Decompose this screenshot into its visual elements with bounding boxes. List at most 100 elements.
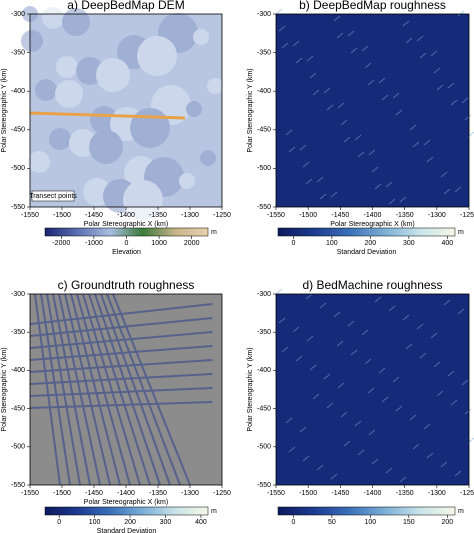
y-tick-label: -450 (11, 405, 25, 412)
ridge (278, 317, 286, 324)
blob (96, 58, 130, 92)
x-axis-label: Polar Stereographic X (km) (84, 499, 168, 506)
texture (275, 288, 474, 483)
y-tick-label: -300 (11, 11, 25, 18)
y-tick-label: -550 (257, 482, 271, 489)
colorbar-label: Standard Deviation (337, 249, 397, 256)
track (34, 293, 61, 486)
x-tick-label: -1350 (396, 212, 414, 219)
annotation-box (31, 190, 75, 202)
ridge (378, 77, 386, 84)
ridge (385, 467, 393, 474)
colorbar-tick-label: 100 (89, 519, 101, 526)
ridge (423, 423, 431, 430)
blob (55, 80, 83, 108)
colorbar-unit: m (458, 229, 464, 236)
track (70, 293, 121, 486)
ridge (295, 57, 303, 64)
track (82, 293, 141, 486)
ridge (447, 82, 455, 89)
colorbar-label: Elevation (112, 249, 141, 256)
x-tick-label: -1300 (428, 490, 446, 497)
ridge (371, 166, 379, 173)
track (29, 359, 213, 373)
ridge (288, 446, 296, 453)
ridge (450, 99, 458, 106)
ridge (464, 408, 472, 415)
y-tick-label: -450 (11, 127, 25, 134)
ridge (464, 114, 472, 121)
track (46, 293, 81, 486)
ridge (343, 136, 351, 143)
x-tick-label: -1450 (85, 212, 103, 219)
blob (42, 7, 64, 29)
ridge (371, 458, 379, 465)
blob (49, 128, 71, 150)
y-tick-label: -300 (257, 291, 271, 298)
colorbar-tick-label: 0 (125, 240, 129, 247)
ridge (368, 149, 376, 156)
ridge (292, 326, 300, 333)
ridge (392, 92, 400, 99)
blob (130, 108, 170, 148)
x-axis-label: Polar Stereographic X (km) (84, 221, 168, 228)
x-tick-label: -1500 (53, 490, 71, 497)
ridge (350, 47, 358, 54)
colorbar-tick-label: 300 (160, 519, 172, 526)
ridge (285, 129, 293, 136)
colorbar-unit: m (211, 229, 217, 236)
y-tick-label: -350 (11, 49, 25, 56)
colorbar (44, 227, 209, 237)
blob (207, 78, 223, 94)
ridge (278, 25, 286, 32)
ridge (312, 393, 320, 400)
x-tick-label: -1400 (117, 212, 135, 219)
track (29, 331, 213, 349)
colorbar-tick-label: -2000 (52, 240, 70, 247)
ridge (405, 37, 413, 44)
ridge (302, 161, 310, 168)
track (29, 345, 213, 361)
track (58, 293, 101, 486)
blob (21, 30, 43, 52)
ridge (378, 367, 386, 374)
track (40, 293, 71, 486)
blob (179, 173, 195, 189)
ridge (368, 429, 376, 436)
x-tick-label: -1350 (149, 490, 167, 497)
track (76, 293, 131, 486)
blob (137, 36, 177, 76)
track (52, 293, 91, 486)
ridge (419, 352, 427, 359)
ridge (285, 417, 293, 424)
y-tick-label: -400 (11, 367, 25, 374)
blob (200, 150, 216, 166)
ridge (302, 455, 310, 462)
track (100, 293, 171, 486)
ridge (399, 196, 407, 203)
ridge (275, 8, 283, 15)
ridge (443, 299, 451, 306)
ridge (361, 329, 369, 336)
ridge (361, 45, 369, 52)
y-tick-label: -500 (11, 444, 25, 451)
ridge (350, 349, 358, 356)
annotation: Transect points (29, 193, 77, 200)
track (29, 401, 213, 409)
y-tick-label: -550 (257, 204, 271, 211)
ridge (381, 94, 389, 101)
ridge (436, 390, 444, 397)
x-tick-label: -1300 (181, 212, 199, 219)
x-tick-label: -1500 (53, 212, 71, 219)
blob (186, 101, 202, 117)
ridge (309, 72, 317, 79)
y-tick-label: -500 (257, 444, 271, 451)
x-tick-label: -1550 (21, 490, 39, 497)
x-tick-label: -1250 (213, 212, 231, 219)
track (106, 293, 181, 486)
x-tick-label: -1400 (117, 490, 135, 497)
x-tick-label: -1250 (460, 212, 474, 219)
x-tick-label: -1450 (331, 490, 349, 497)
ridge (440, 171, 448, 178)
ridge (461, 97, 469, 104)
